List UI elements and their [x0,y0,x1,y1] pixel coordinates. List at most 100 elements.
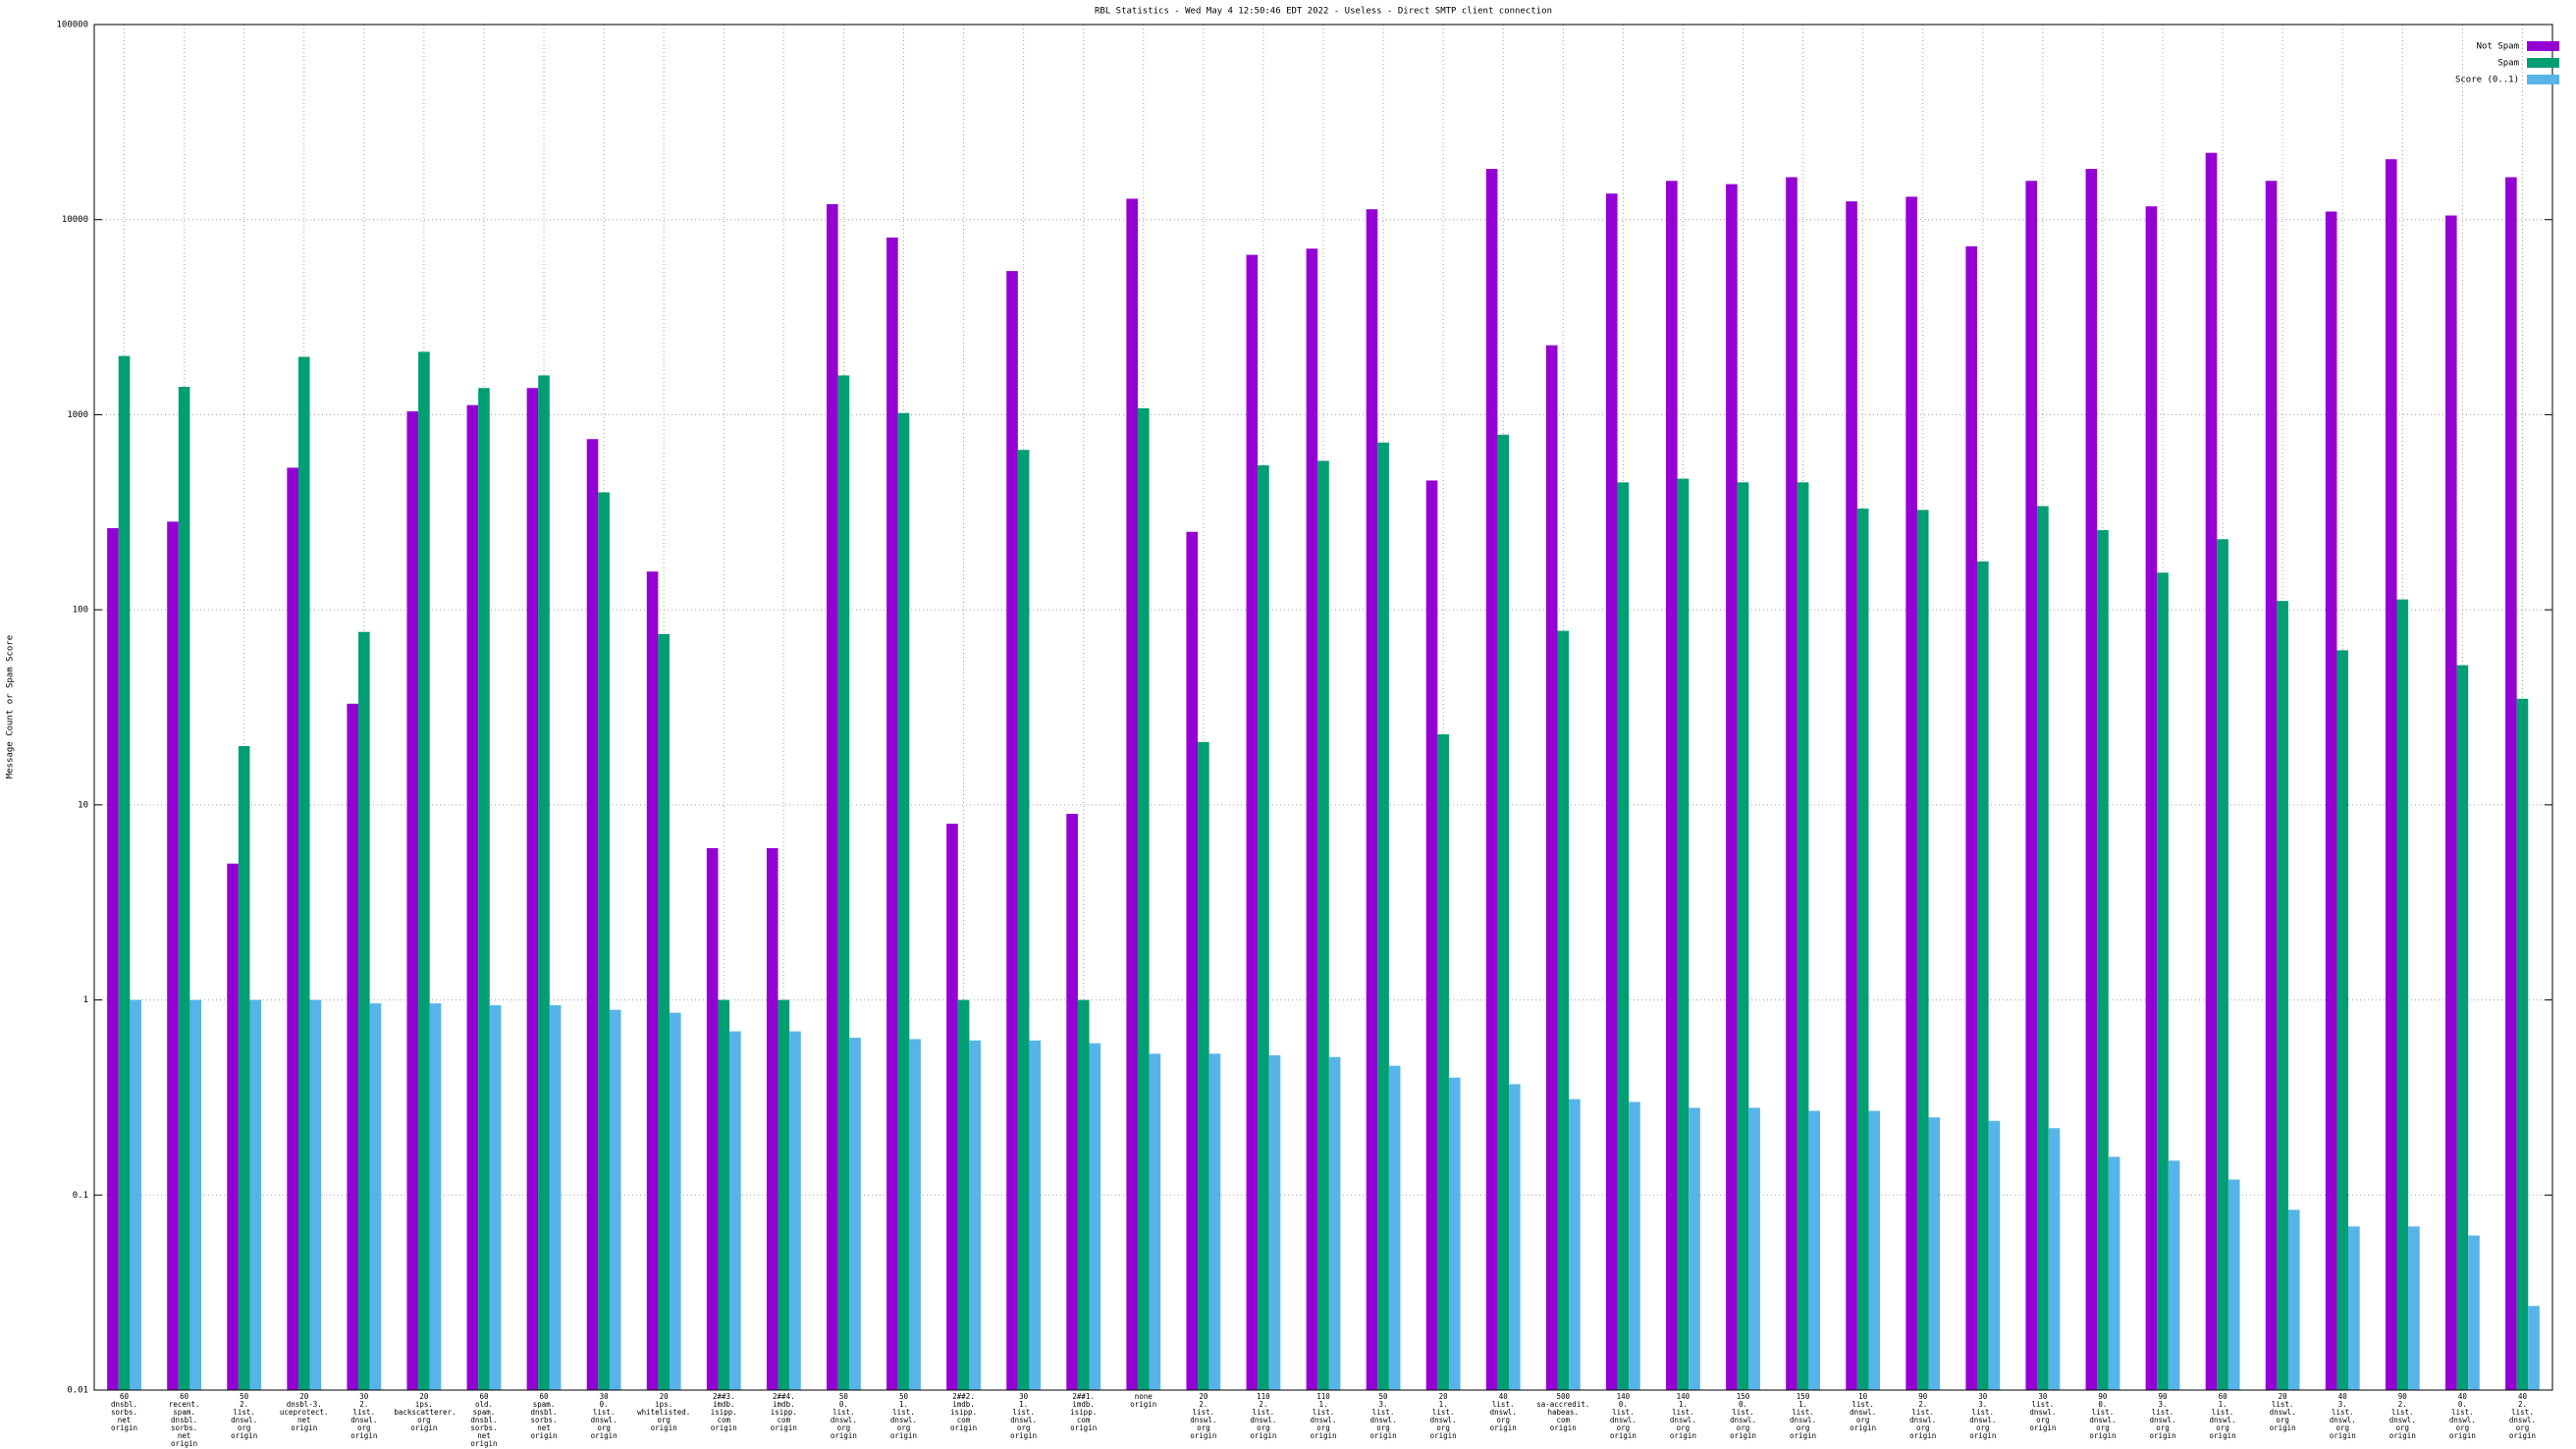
bar [1988,1120,2001,1390]
bar [2408,1226,2420,1390]
x-tick-label: 150 0. list. dnswl. org origin [1729,1392,1757,1440]
x-tick-label: 30 3. list. dnswl. org origin [1969,1392,1997,1440]
bar [969,1040,981,1390]
bar [358,631,370,1390]
bar [167,521,179,1390]
legend-label: Not Spam [2477,42,2519,52]
bar [249,999,262,1390]
bar [778,999,790,1390]
bar [1605,193,1618,1390]
bar [957,999,970,1390]
bar [418,351,430,1391]
x-tick-label: 50 0. list. dnswl. org origin [830,1392,857,1440]
bar [1258,465,1269,1390]
bar [1748,1107,1760,1390]
bar [2277,601,2288,1390]
bar [2444,215,2457,1390]
bar [706,847,719,1390]
bar [429,1003,442,1390]
bar [658,633,670,1390]
bar [118,355,131,1390]
bar [238,746,250,1390]
bar [1246,254,1259,1390]
bar [1268,1055,1281,1390]
bar [2025,181,2038,1390]
bar [1126,198,1138,1390]
bar [2157,572,2169,1390]
bar [2528,1306,2540,1390]
x-tick-label: 2##4. imdb. isipp. com origin [770,1392,797,1432]
bar [1366,209,1378,1390]
bar [609,1009,621,1390]
bar [1808,1110,1820,1390]
bar [130,999,141,1390]
bar [1797,482,1809,1390]
x-tick-label: 20 list. dnswl. org origin [2269,1392,2296,1432]
bar [646,571,659,1390]
x-tick-label: 90 2. list. dnswl. org origin [2388,1392,2416,1440]
x-tick-label: 50 1. list. dnswl. org origin [889,1392,918,1440]
bar [1137,407,1150,1390]
bar [1437,733,1449,1390]
bar [1786,177,1798,1391]
bar [1846,201,1857,1391]
bar [827,203,838,1390]
x-tick-label: 20 dnsbl-3. uceprotect. net origin [279,1392,329,1432]
bar [2505,177,2517,1391]
bar [2145,206,2158,1390]
bar [2205,152,2218,1390]
bar [1317,460,1329,1390]
bar [549,1004,562,1390]
y-tick-label: 100 [73,606,88,616]
y-axis-label: Message Count or Spam Score [6,635,16,778]
bar [2217,539,2228,1390]
bar [538,375,550,1390]
bar [107,528,119,1390]
x-tick-label: 140 0. list. dnswl. org origin [1609,1392,1637,1440]
bar [2287,1209,2300,1390]
bar [1306,248,1318,1391]
x-tick-label: 90 0. list. dnswl. org origin [2089,1392,2117,1440]
bar [1017,450,1030,1390]
bar [1198,741,1209,1390]
bar [478,388,490,1390]
x-tick-label: 30 list. dnswl. org origin [2029,1392,2057,1432]
bar [1186,531,1199,1390]
bar [718,999,730,1390]
bar [1569,1099,1581,1390]
x-tick-label: 40 list. dnswl. org origin [1489,1392,1517,1432]
bar [2348,1226,2360,1390]
x-tick-label: 60 recent. spam. dnsbl. sorbs. net origi… [168,1392,200,1448]
x-tick-label: 140 1. list. dnswl. org origin [1669,1392,1696,1440]
bar [2265,181,2278,1390]
x-tick-label: none origin [1130,1392,1157,1409]
x-tick-label: 2##1. imdb. isipp. com origin [1070,1392,1098,1432]
bar [1425,480,1438,1390]
bar [297,356,310,1391]
bar [1965,245,1978,1390]
bar [789,1031,801,1390]
bar [1388,1065,1401,1390]
bar [347,703,359,1390]
x-tick-label: 30 2. list. dnswl. org origin [350,1392,378,1440]
bar [1497,434,1510,1390]
bar [1077,999,1090,1390]
bar [897,412,910,1390]
bar [1617,482,1630,1390]
y-tick-label: 0.01 [67,1386,88,1396]
bar [766,847,778,1390]
x-tick-label: 40 3. list. dnswl. org origin [2329,1392,2356,1440]
legend-swatch [2527,75,2559,84]
bar [837,375,850,1390]
bar [2396,599,2409,1390]
bar [489,1004,502,1390]
bar [1509,1084,1521,1390]
bar [2097,530,2109,1390]
bar [1208,1053,1221,1390]
x-tick-label: 20 2. list. dnswl. org origin [1190,1392,1217,1440]
x-tick-label: 60 1. list. dnswl. org origin [2209,1392,2236,1440]
y-tick-label: 1 [83,995,88,1005]
x-tick-label: 20 ips. whitelisted. org origin [637,1392,691,1432]
bar [886,237,898,1390]
